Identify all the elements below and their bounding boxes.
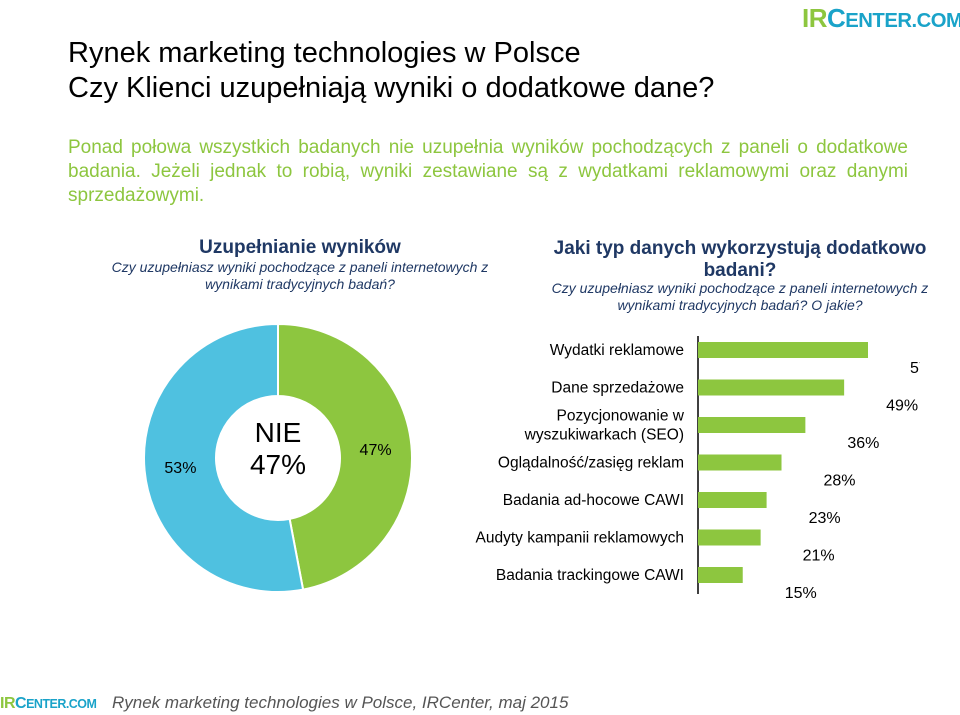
donut-slice-1	[144, 322, 305, 593]
donut-center-label: NIE 47%	[226, 417, 330, 481]
bar-category-label-2-line-1: wyszukiwarkach (SEO)	[524, 427, 684, 444]
bar-value-label-2: 36%	[847, 435, 879, 452]
bar-5	[698, 529, 761, 546]
donut-chart-question: Czy uzupełniasz wyniki pochodzące z pane…	[111, 259, 489, 292]
donut-chart: 47% 53%	[144, 322, 412, 593]
donut-chart-title: Uzupełnianie wyników	[199, 237, 401, 258]
bar-value-label-4: 23%	[809, 510, 841, 527]
bar-1	[698, 379, 845, 396]
bar-category-label-1: Dane sprzedażowe	[551, 380, 684, 397]
bar-category-label-4: Badania ad-hocowe CAWI	[503, 492, 684, 509]
bar-0	[698, 342, 868, 358]
bar-3	[698, 454, 782, 471]
bar-chart-question: Czy uzupełniasz wyniki pochodzące z pane…	[551, 280, 929, 313]
bar-value-label-3: 28%	[823, 473, 855, 490]
bar-value-label-0: 57%	[910, 360, 920, 377]
bar-value-label-6: 15%	[785, 585, 817, 602]
bar-category-label-0: Wydatki reklamowe	[550, 342, 684, 359]
page-title: Rynek marketing technologies w Polsce	[68, 37, 581, 69]
source-note: Rynek marketing technologies w Polsce, I…	[112, 693, 569, 712]
bar-4	[698, 492, 767, 508]
bar-chart: 57% Wydatki reklamowe 49% Dane sprzedażowe 3…	[476, 336, 920, 602]
bar-value-label-5: 21%	[803, 548, 835, 565]
donut-slice-label-0: 47%	[360, 442, 392, 459]
bar-category-label-6: Badania trackingowe CAWI	[496, 567, 684, 584]
bar-chart-title: Jaki typ danych wykorzystują dodatkowo b…	[553, 238, 927, 281]
bar-category-label-2-line-0: Pozycjonowanie w	[556, 408, 684, 425]
donut-center-label-line2: 47%	[249, 449, 307, 480]
donut-slice-0	[277, 322, 412, 591]
bar-6	[698, 567, 743, 583]
bar-value-label-1: 49%	[886, 398, 918, 415]
bar-category-label-5: Audyty kampanii reklamowych	[476, 530, 684, 547]
donut-center-label-line1: NIE	[254, 417, 302, 448]
bar-category-label-3: Oglądalność/zasięg reklam	[498, 455, 684, 472]
page-subtitle: Czy Klienci uzupełniają wyniki o dodatko…	[68, 72, 715, 104]
donut-slice-label-1: 53%	[164, 460, 196, 477]
ircenter-logo-footer: IRCENTER.COM	[0, 695, 97, 712]
summary-text: Ponad połowa wszystkich badanych nie uzu…	[68, 137, 908, 206]
bar-2	[698, 417, 806, 433]
ircenter-logo: IRCENTER.COM	[802, 3, 960, 33]
